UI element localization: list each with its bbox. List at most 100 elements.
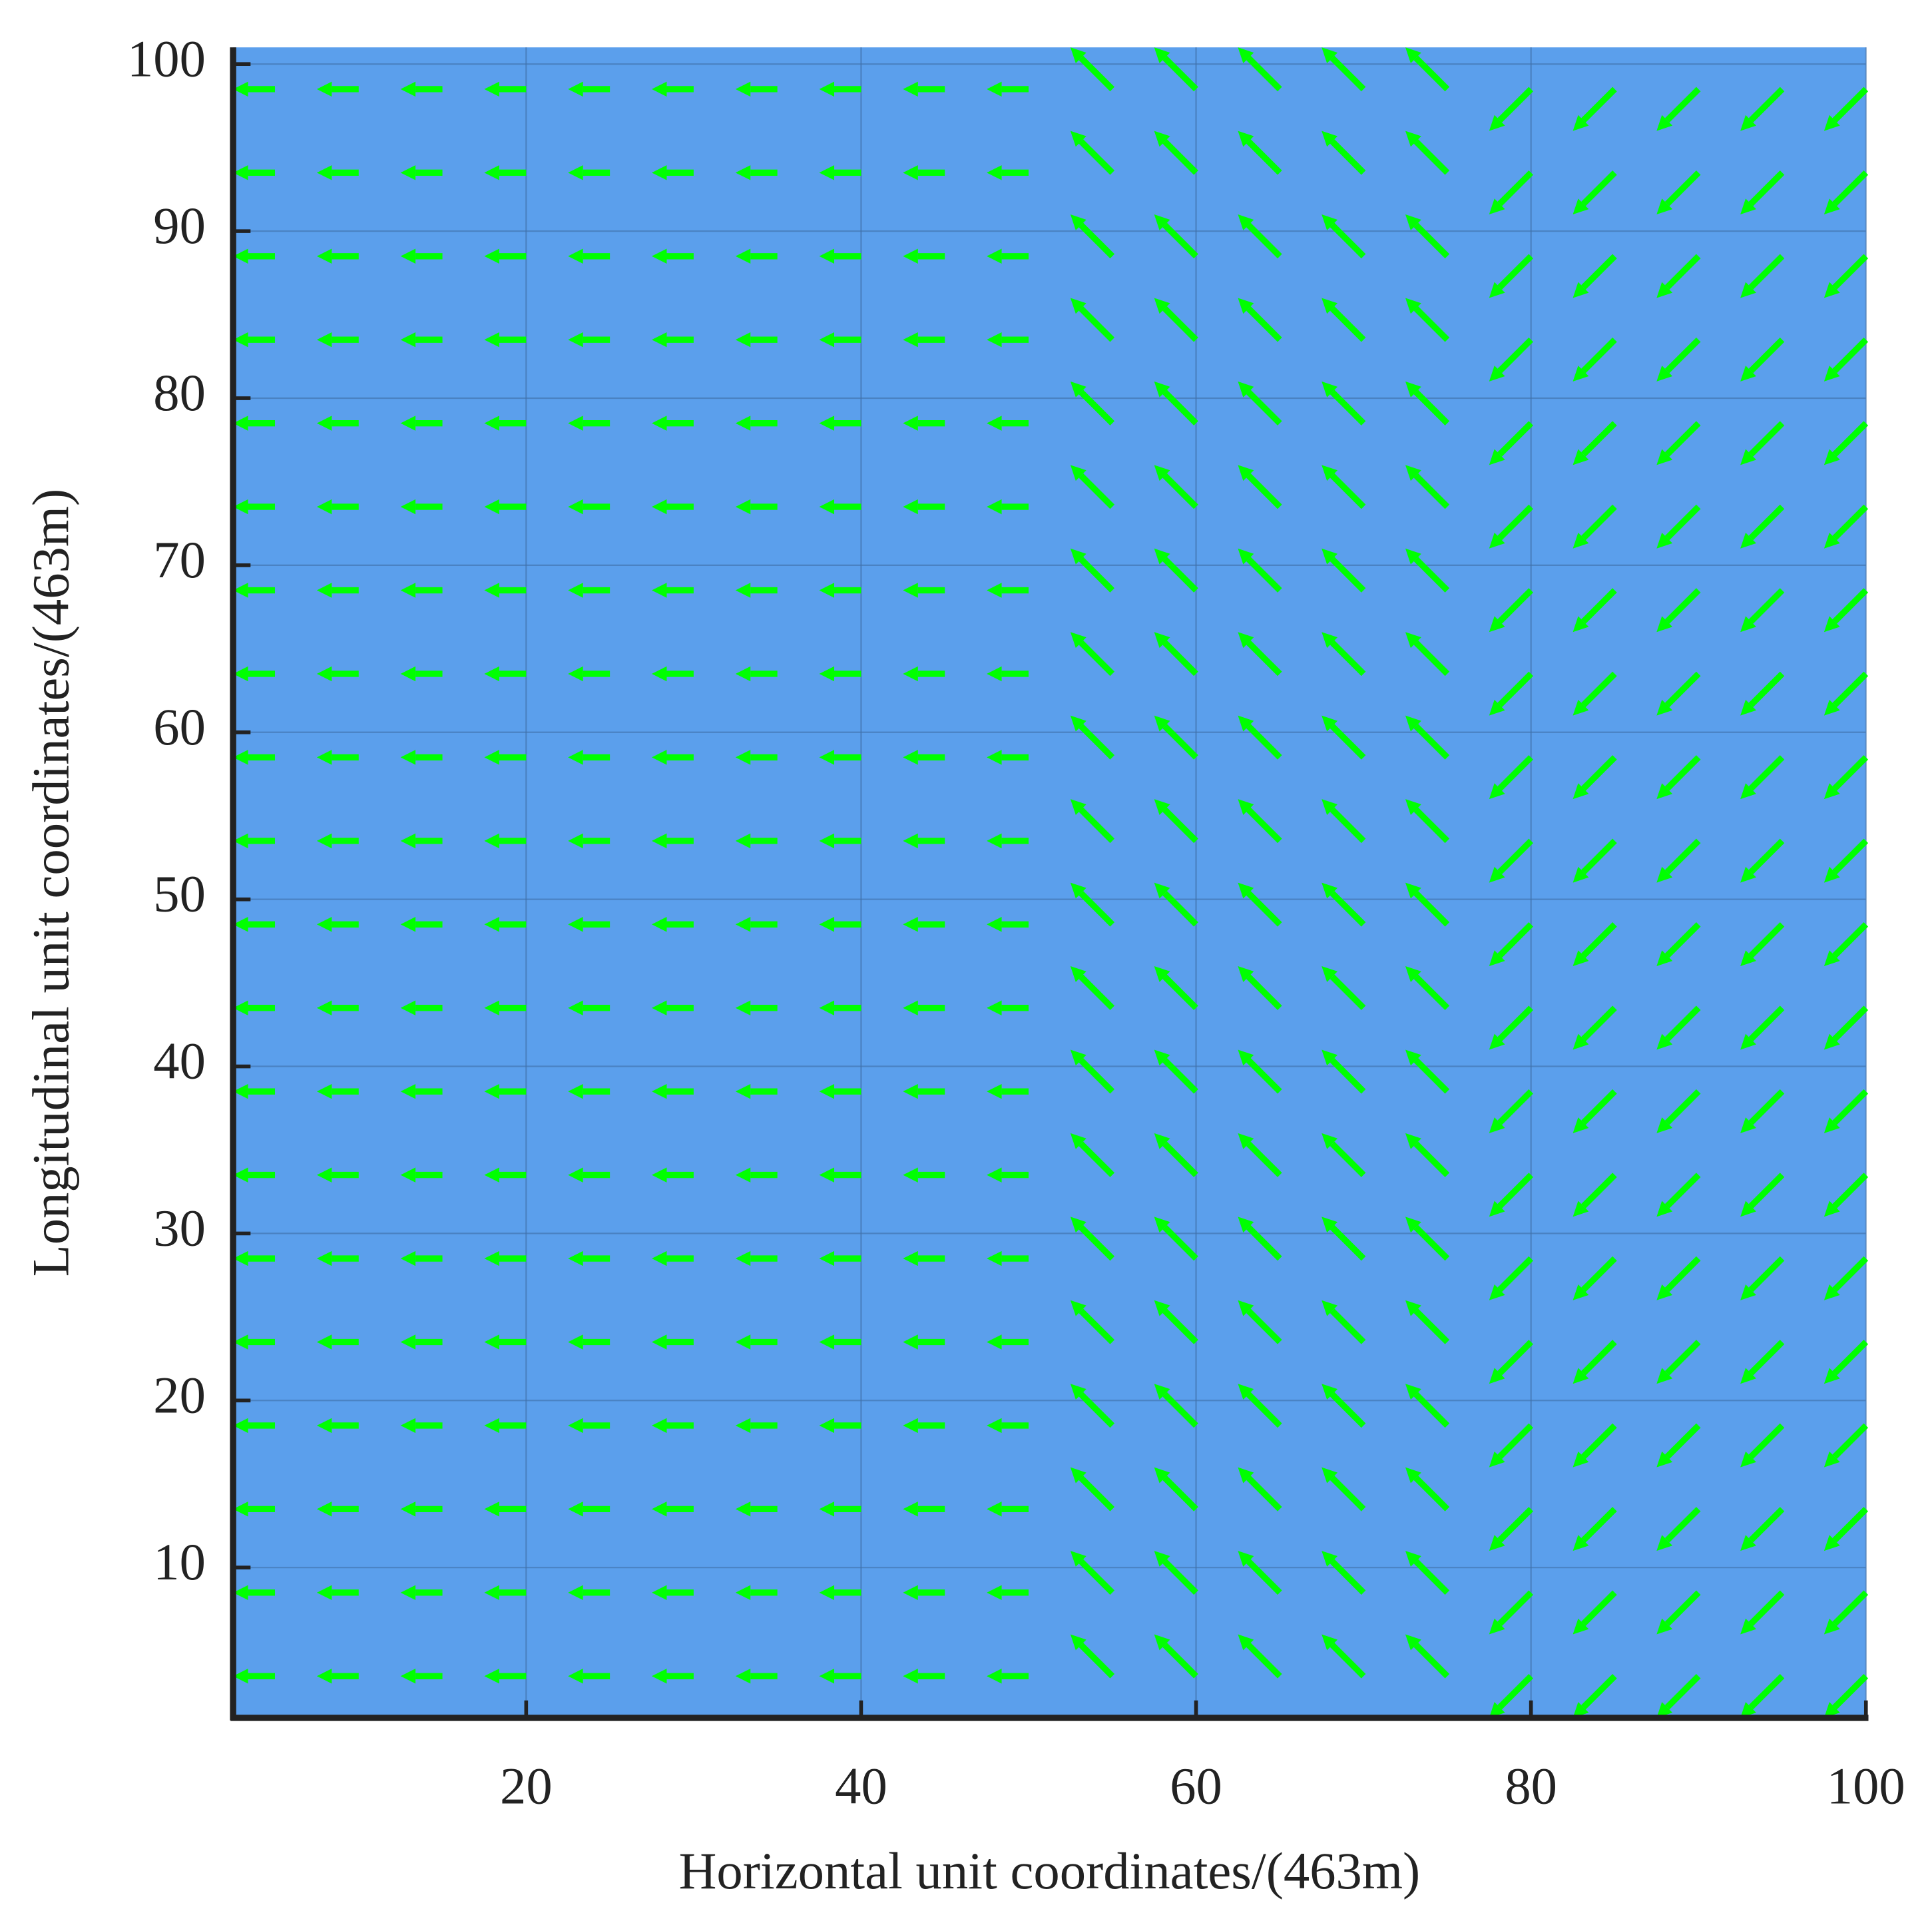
arrow-head — [1740, 282, 1756, 298]
arrow-head — [1405, 1634, 1421, 1651]
arrow — [233, 332, 276, 348]
arrow-head — [484, 81, 499, 97]
arrow — [568, 248, 610, 264]
arrow-shaft — [1748, 1507, 1785, 1543]
arrow — [1823, 1340, 1869, 1384]
arrow — [1572, 671, 1617, 716]
arrow-head — [400, 750, 416, 765]
arrow-shaft — [1162, 1141, 1198, 1177]
arrow-head — [1405, 1049, 1421, 1066]
arrow-shaft — [1497, 922, 1533, 958]
arrow-shaft — [1162, 1225, 1198, 1261]
arrow-head — [651, 833, 667, 849]
arrow-head — [1238, 381, 1254, 398]
arrow — [987, 583, 1029, 598]
arrow-shaft — [1246, 1559, 1282, 1595]
arrow-head — [1572, 950, 1589, 967]
arrow — [1823, 170, 1869, 215]
arrow — [1740, 1005, 1785, 1050]
arrow — [400, 499, 443, 515]
arrow-head — [1322, 298, 1338, 314]
arrow-shaft — [1413, 1559, 1450, 1595]
arrow — [1823, 1089, 1869, 1133]
arrow-shaft — [1581, 1173, 1617, 1209]
arrow — [1070, 47, 1115, 92]
arrow — [903, 165, 945, 180]
arrow-head — [233, 1502, 248, 1517]
arrow — [1154, 1300, 1198, 1344]
arrow — [1656, 922, 1701, 967]
arrow-shaft — [1748, 755, 1785, 791]
arrow-head — [735, 1334, 751, 1350]
arrow-head — [1154, 214, 1170, 230]
arrow-shaft — [1413, 473, 1450, 509]
arrow — [1405, 966, 1450, 1011]
arrow-shaft — [1748, 1423, 1785, 1460]
arrow — [903, 917, 945, 932]
arrow-head — [735, 415, 751, 431]
arrow — [1740, 1673, 1785, 1718]
arrow — [651, 750, 694, 765]
arrow-head — [1070, 548, 1087, 565]
arrow — [1405, 1049, 1450, 1094]
arrow-head — [1322, 1551, 1338, 1567]
arrow — [1238, 1467, 1282, 1511]
arrow — [1322, 1300, 1366, 1344]
arrow — [1740, 1590, 1785, 1635]
y-tick-label: 20 — [153, 1366, 206, 1424]
arrow — [1405, 1300, 1450, 1344]
arrow-shaft — [1497, 755, 1533, 791]
arrow — [735, 415, 778, 431]
arrow — [903, 332, 945, 348]
arrow-shaft — [1329, 55, 1366, 92]
arrow-shaft — [1162, 139, 1198, 175]
arrow — [1405, 465, 1450, 509]
arrow-shaft — [1497, 1340, 1533, 1376]
arrow — [1405, 381, 1450, 425]
arrow — [400, 248, 443, 264]
arrow-head — [1070, 1133, 1087, 1149]
arrow-head — [568, 1585, 583, 1601]
arrow-head — [484, 1418, 499, 1434]
arrow-head — [987, 1167, 1002, 1183]
arrow-head — [484, 415, 499, 431]
arrow — [1489, 1590, 1533, 1635]
arrow-shaft — [1413, 139, 1450, 175]
arrow-shaft — [1748, 1173, 1785, 1209]
arrow-head — [1489, 1117, 1505, 1133]
arrow-shaft — [1413, 1643, 1450, 1679]
arrow-head — [1656, 950, 1673, 967]
arrow — [651, 415, 694, 431]
plot-area — [233, 47, 1866, 1718]
arrow-head — [1740, 1117, 1756, 1133]
arrow-head — [1322, 799, 1338, 815]
arrow — [651, 1083, 694, 1099]
arrow — [735, 1000, 778, 1015]
arrow-head — [1070, 214, 1087, 230]
arrow — [400, 833, 443, 849]
arrow — [1405, 1133, 1450, 1177]
arrow-head — [1154, 548, 1170, 565]
arrow-shaft — [1413, 1308, 1450, 1344]
arrow-head — [1656, 699, 1673, 716]
arrow-head — [1740, 1618, 1756, 1635]
arrow — [1322, 1384, 1366, 1428]
arrow-head — [1823, 866, 1840, 883]
arrow — [316, 1250, 359, 1266]
arrow-shaft — [1748, 588, 1785, 624]
arrow-head — [1070, 715, 1087, 732]
arrow-head — [233, 81, 248, 97]
arrow-head — [1740, 1033, 1756, 1050]
arrow — [651, 165, 694, 180]
arrow-shaft — [1413, 807, 1450, 844]
arrow-shaft — [1329, 1141, 1366, 1177]
arrow-shaft — [1246, 1225, 1282, 1261]
arrow-head — [987, 917, 1002, 932]
arrow-shaft — [1497, 1089, 1533, 1125]
arrow — [400, 1167, 443, 1183]
arrow-head — [1656, 532, 1673, 549]
arrow-shaft — [1832, 1590, 1869, 1626]
arrow-head — [1238, 465, 1254, 481]
arrow-head — [651, 1334, 667, 1350]
arrow-head — [1405, 381, 1421, 398]
